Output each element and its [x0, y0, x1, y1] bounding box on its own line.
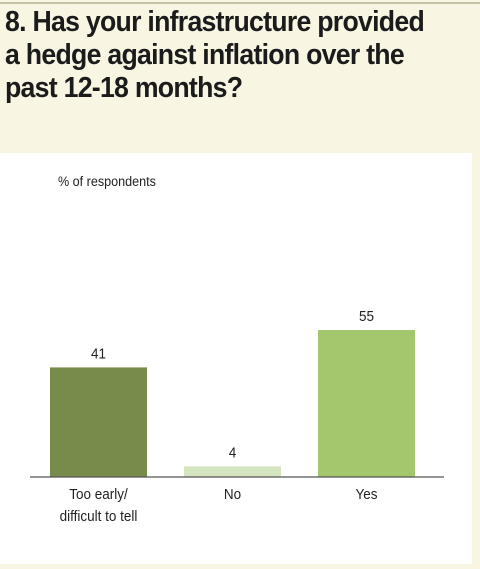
category-labels-group: Too early/difficult to tell No Yes — [60, 486, 378, 525]
category-label-0-line-0: Too early/ — [69, 486, 127, 503]
y-axis-label: % of respondents — [58, 173, 156, 189]
bar-1 — [184, 466, 281, 477]
value-labels-group: 41 4 55 — [91, 308, 374, 461]
bar-chart: % of respondents 41 4 55 Too early/difficu… — [30, 173, 444, 525]
bars-group — [50, 330, 415, 477]
value-label-1: 4 — [229, 445, 237, 462]
value-label-0: 41 — [91, 346, 106, 363]
bar-0 — [50, 367, 147, 477]
bar-2 — [318, 330, 415, 477]
category-label-1-line-0: No — [224, 486, 241, 503]
chart-title-line-1: 8. Has your infrastructure provided — [5, 6, 425, 38]
chart-title-line-3: past 12-18 months? — [5, 72, 243, 104]
top-rule — [0, 2, 480, 4]
category-label-0-line-1: difficult to tell — [60, 508, 138, 525]
chart-title-line-2: a hedge against inflation over the — [5, 39, 405, 71]
chart-title: 8. Has your infrastructure provided a he… — [5, 6, 437, 105]
value-label-2: 55 — [359, 308, 374, 325]
category-label-2-line-0: Yes — [356, 486, 378, 503]
chart-panel: % of respondents 41 4 55 Too early/difficu… — [0, 153, 472, 564]
